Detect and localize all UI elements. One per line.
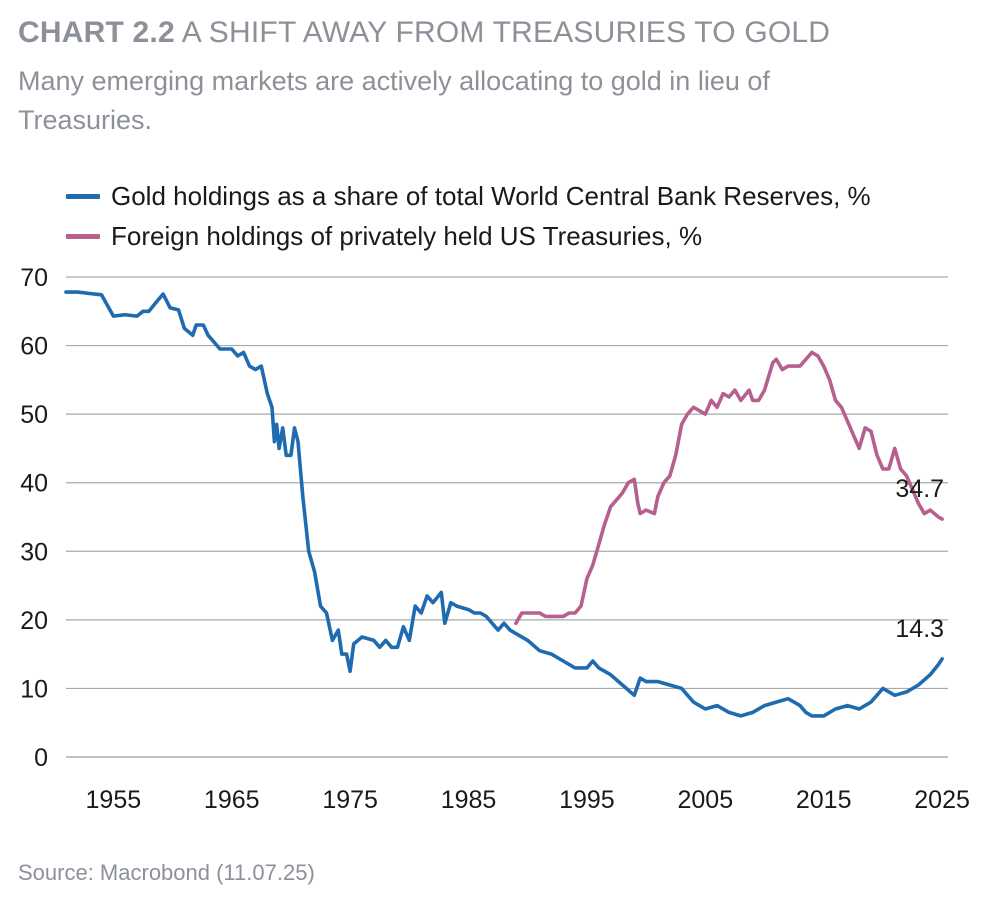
legend-swatch-treasuries (66, 233, 100, 239)
x-tick-label: 1975 (322, 786, 378, 814)
x-tick-label: 2025 (914, 786, 970, 814)
legend-label-treasuries: Foreign holdings of privately held US Tr… (111, 220, 703, 251)
x-tick-label: 1955 (86, 786, 142, 814)
y-axis: 0 10 20 30 40 50 60 70 (20, 264, 48, 772)
x-tick-label: 2005 (677, 786, 733, 814)
legend-item-gold: Gold holdings as a share of total World … (66, 176, 871, 216)
series-line-treasuries (514, 350, 944, 626)
y-tick-label: 30 (20, 538, 48, 566)
y-tick-label: 50 (20, 401, 48, 429)
end-label-treasuries: 34.7 (895, 475, 944, 503)
end-label-gold: 14.3 (895, 615, 944, 643)
y-tick-label: 70 (20, 264, 48, 292)
chart-title-text: A SHIFT AWAY FROM TREASURIES TO GOLD (181, 16, 831, 49)
y-tick-label: 40 (20, 470, 48, 498)
x-tick-label: 2015 (796, 786, 852, 814)
y-tick-label: 10 (20, 675, 48, 703)
x-tick-label: 1985 (441, 786, 497, 814)
chart-title: CHART 2.2 A SHIFT AWAY FROM TREASURIES T… (18, 16, 830, 50)
y-tick-label: 60 (20, 333, 48, 361)
chart-number: CHART 2.2 (18, 16, 175, 49)
x-tick-label: 1995 (559, 786, 615, 814)
legend-item-treasuries: Foreign holdings of privately held US Tr… (66, 216, 871, 256)
series-lines (64, 290, 944, 718)
x-tick-label: 1965 (204, 786, 260, 814)
legend-swatch-gold (66, 193, 100, 199)
legend-label-gold: Gold holdings as a share of total World … (111, 180, 871, 211)
source-note: Source: Macrobond (11.07.25) (18, 860, 315, 885)
chart-subtitle: Many emerging markets are actively alloc… (18, 66, 770, 135)
end-labels: 14.3 34.7 (895, 475, 944, 643)
series-line-gold (64, 290, 944, 718)
legend: Gold holdings as a share of total World … (66, 176, 871, 256)
y-tick-label: 20 (20, 607, 48, 635)
y-tick-label: 0 (34, 744, 48, 772)
gridlines (66, 276, 948, 758)
x-axis: 1955 1965 1975 1985 1995 2005 2015 2025 (86, 786, 970, 814)
